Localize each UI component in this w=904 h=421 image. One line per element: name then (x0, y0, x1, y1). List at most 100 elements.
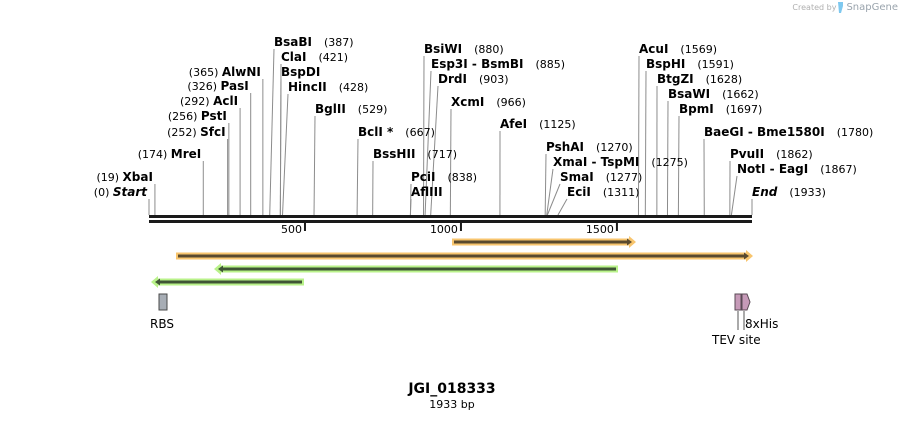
cut-site-line (666, 100, 669, 216)
svg-text:BsaWI(1662): BsaWI (1662) (668, 87, 759, 101)
ruler-tick-label: 1000 (430, 223, 458, 236)
cut-site-name: BssHII (373, 147, 415, 161)
svg-text:PvuII(1862): PvuII (1862) (730, 147, 813, 161)
svg-text:BsaBI(387): BsaBI (387) (274, 35, 354, 49)
svg-text:EciI(1311): EciI (1311) (567, 185, 639, 199)
cut-site-line (677, 115, 680, 216)
cut-site-position: (903) (479, 73, 509, 86)
cut-site-xbai[interactable]: (19) XbaI (96, 170, 152, 184)
cut-site-mrei[interactable]: (174) MreI (138, 147, 202, 161)
cut-site-xmai-tspmi[interactable]: XmaI - TspMI (1275) (553, 155, 688, 169)
cut-site-drdi[interactable]: DrdI (903) (438, 72, 509, 86)
ruler-tick-label: 1500 (586, 223, 614, 236)
cut-site-line (279, 78, 282, 216)
ruler-tick (615, 223, 618, 231)
watermark-prefix: Created by (792, 3, 837, 12)
cut-site-name: PstI (201, 109, 227, 123)
cut-site-line (637, 55, 640, 216)
svg-text:BaeGI - Bme1580I(1780): BaeGI - Bme1580I (1780) (704, 125, 873, 139)
cut-site-sfci[interactable]: (252) SfcI (167, 125, 226, 139)
cut-site-pcii[interactable]: PciI (838) (411, 170, 477, 184)
ruler-tick (459, 223, 462, 231)
cut-site-esp3i-bsmbi[interactable]: Esp3I - BsmBI (885) (431, 57, 565, 71)
cut-site-alwni[interactable]: (365) AlwNI (189, 65, 261, 79)
cut-site-lines (148, 48, 753, 216)
feature-tev-site[interactable]: TEV site (711, 293, 761, 347)
cut-site-bsawi[interactable]: BsaWI (1662) (668, 87, 759, 101)
cut-site-pvuii[interactable]: PvuII (1862) (730, 147, 813, 161)
cut-site-afliii[interactable]: AflIII (411, 185, 443, 199)
cut-site-clai[interactable]: ClaI (421) (281, 50, 348, 64)
cut-site-line (313, 115, 316, 216)
svg-text:(19) XbaI: (19) XbaI (96, 170, 152, 184)
cut-site-afei[interactable]: AfeI (1125) (500, 117, 576, 131)
cut-site-position: (0) (94, 186, 113, 199)
cut-site-bpmi[interactable]: BpmI (1697) (679, 102, 762, 116)
svg-text:BglII(529): BglII (529) (315, 102, 387, 116)
cut-site-bspdi[interactable]: BspDI (281, 65, 320, 79)
cut-site-line (430, 85, 439, 216)
svg-text:BspDI: BspDI (281, 65, 320, 79)
orf-reverse[interactable] (151, 276, 304, 288)
svg-text:AcuI(1569): AcuI (1569) (639, 42, 717, 56)
svg-text:BpmI(1697): BpmI (1697) (679, 102, 762, 116)
cut-site-smai[interactable]: SmaI (1277) (560, 170, 642, 184)
cut-site-bglii[interactable]: BglII (529) (315, 102, 387, 116)
cut-site-position: (1277) (606, 171, 643, 184)
cut-site-pasi[interactable]: (326) PasI (187, 79, 248, 93)
svg-text:HincII(428): HincII (428) (288, 80, 368, 94)
cut-site-name: AclI (213, 94, 238, 108)
cut-site-pshai[interactable]: PshAI (1270) (546, 140, 633, 154)
cut-site-position: (292) (180, 95, 213, 108)
cut-site-line (424, 70, 432, 216)
cut-site-line (269, 48, 275, 216)
cut-site-position: (966) (496, 96, 526, 109)
arrow-right-icon (627, 238, 632, 246)
sequence-title: JGI_018333 (408, 381, 496, 397)
orf-reverse[interactable] (214, 263, 618, 275)
cut-site-name: PshAI (546, 140, 584, 154)
orf-layer (151, 236, 753, 288)
cut-site-position: (1275) (651, 156, 688, 169)
arrow-left-icon (218, 265, 223, 273)
cut-site-line (409, 183, 412, 216)
svg-text:BspHI(1591): BspHI (1591) (646, 57, 734, 71)
cut-site-line (546, 168, 554, 216)
cut-site-bsiwi[interactable]: BsiWI (880) (424, 42, 504, 56)
svg-text:BssHII(717): BssHII (717) (373, 147, 457, 161)
cut-site-psti[interactable]: (256) PstI (168, 109, 227, 123)
cut-site-bcli[interactable]: BclI * (667) (358, 125, 435, 139)
cut-site-position: (1270) (596, 141, 633, 154)
feature-rbs[interactable]: RBS (150, 293, 174, 331)
cut-site-noti-eagi[interactable]: NotI - EagI (1867) (737, 162, 857, 176)
cut-site-name: BspHI (646, 57, 685, 71)
ruler-tick-label: 500 (281, 223, 302, 236)
svg-text:(0) Start: (0) Start (94, 185, 148, 199)
feature-8xhis[interactable]: 8xHis (741, 293, 778, 331)
orf-forward[interactable] (452, 236, 636, 248)
cut-site-position: (174) (138, 148, 171, 161)
cut-site-bsshii[interactable]: BssHII (717) (373, 147, 457, 161)
cut-site-bsphi[interactable]: BspHI (1591) (646, 57, 734, 71)
watermark-brand: SnapGene (846, 2, 898, 13)
cut-site-position: (421) (318, 51, 348, 64)
cut-site-name: AlwNI (222, 65, 261, 79)
cut-site-btgzi[interactable]: BtgZI (1628) (657, 72, 742, 86)
cut-site-ecii[interactable]: EciI (1311) (567, 185, 639, 199)
cut-site-xcmi[interactable]: XcmI (966) (451, 95, 526, 109)
cut-site-position: (717) (427, 148, 457, 161)
cut-site-position: (428) (339, 81, 369, 94)
cut-site-position: (1862) (776, 148, 813, 161)
orf-forward[interactable] (176, 250, 753, 262)
cut-site-name: End (752, 185, 778, 199)
cut-site-position: (1569) (680, 43, 717, 56)
cut-site-position: (1780) (837, 126, 874, 139)
cut-site-hincii[interactable]: HincII (428) (288, 80, 368, 94)
cut-site-acui[interactable]: AcuI (1569) (639, 42, 717, 56)
cut-site-bsabi[interactable]: BsaBI (387) (274, 35, 354, 49)
cut-site-baegi-bme1580i[interactable]: BaeGI - Bme1580I (1780) (704, 125, 873, 139)
cut-site-end[interactable]: End (1933) (752, 185, 826, 199)
cut-site-acli[interactable]: (292) AclI (180, 94, 238, 108)
cut-site-name: PasI (221, 79, 249, 93)
cut-site-start[interactable]: (0) Start (94, 185, 148, 199)
